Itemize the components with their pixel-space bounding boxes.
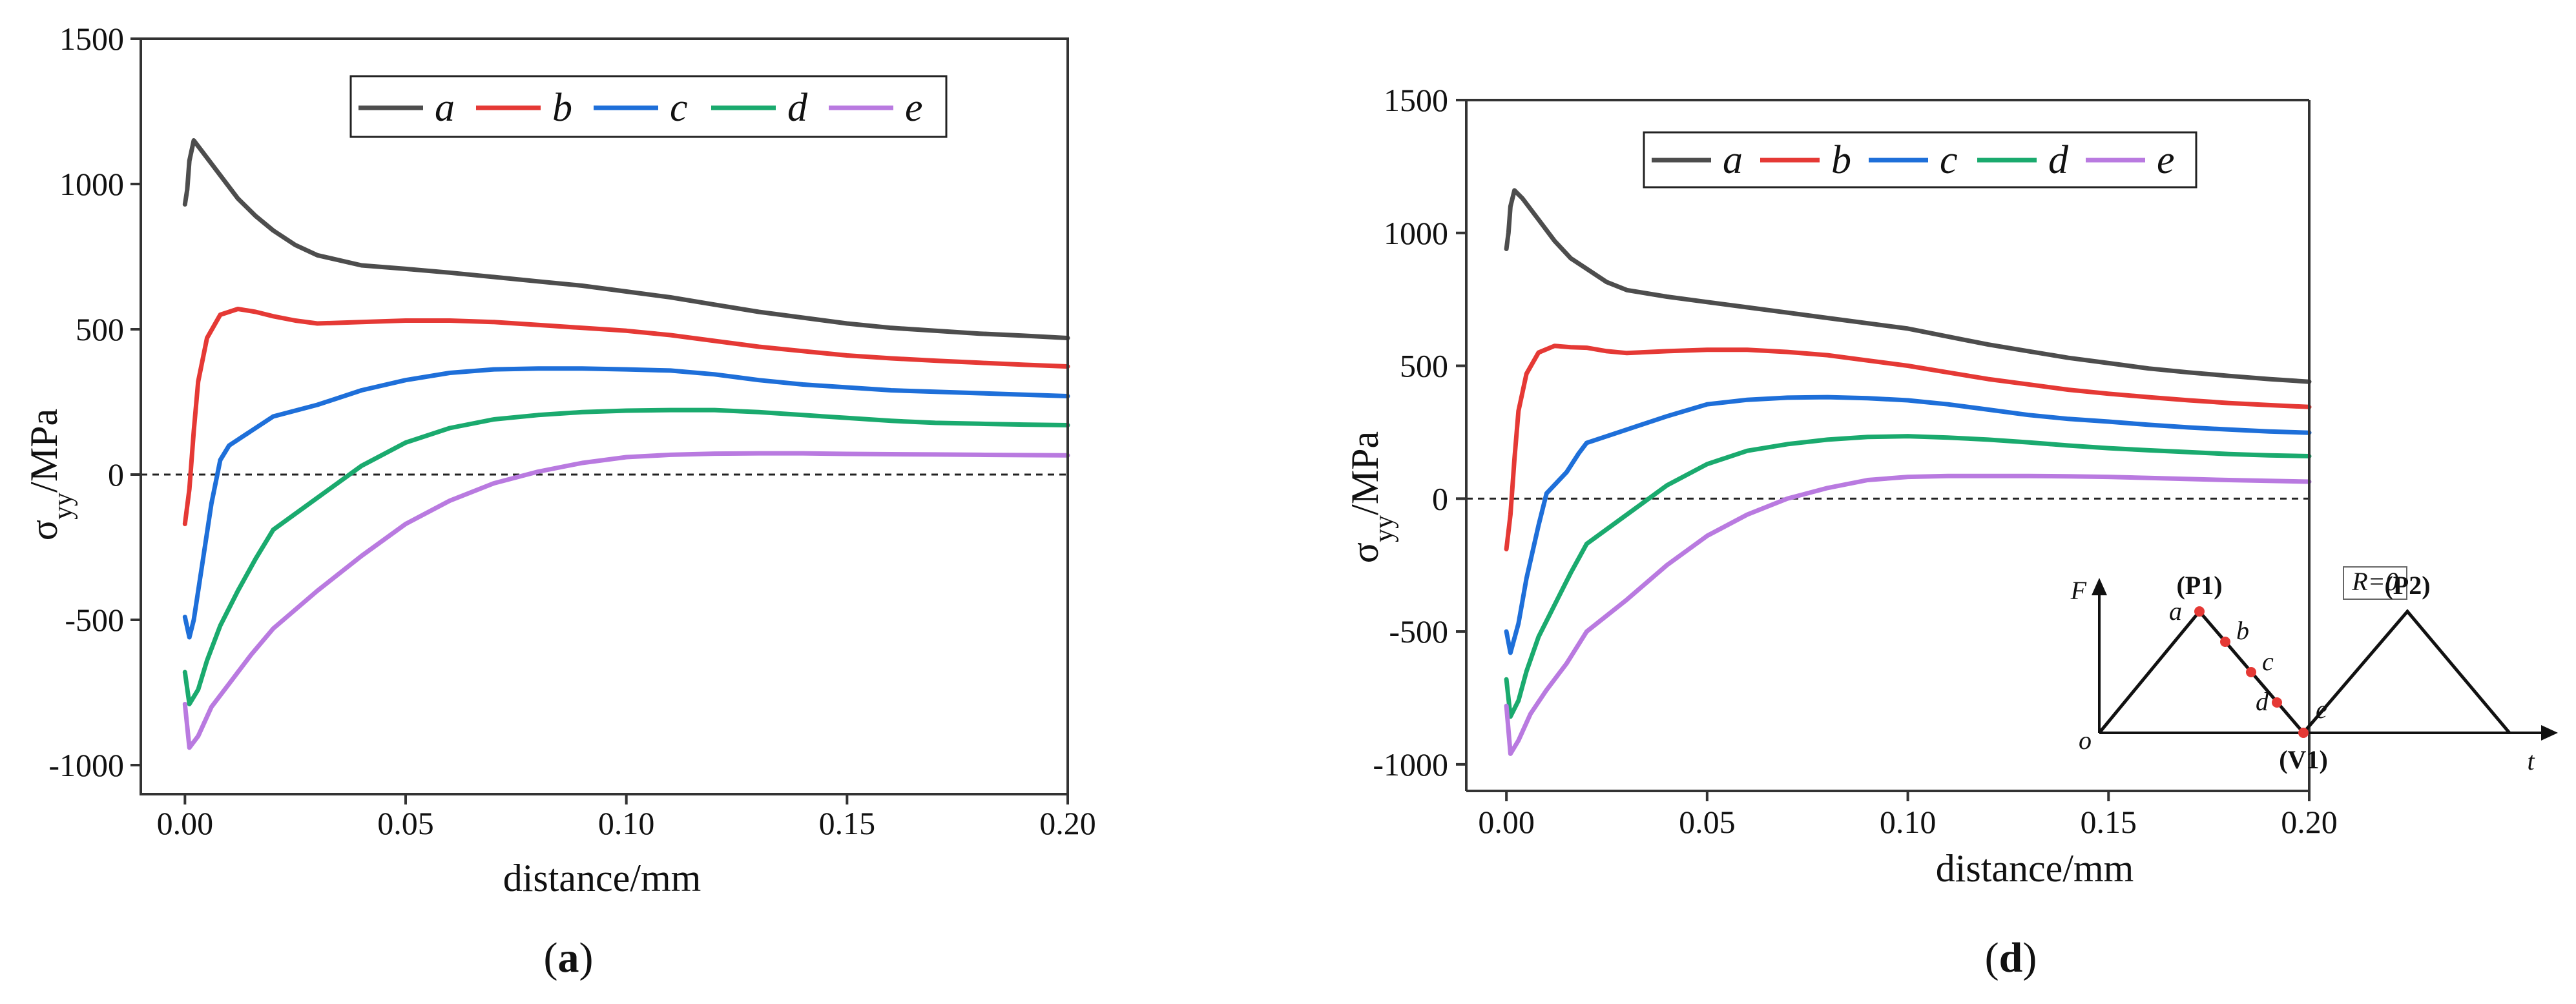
- inset-p1-label: (P1): [2176, 571, 2222, 600]
- pd-series-line-c: [1504, 394, 2312, 655]
- panel-a-x-ticks: 0.00 0.05 0.10 0.15 0.20: [157, 794, 1096, 841]
- inset-t-axis-arrow: [2541, 725, 2558, 741]
- pa-legend-label-e: e: [905, 86, 923, 130]
- load-cycle-inset: R=0 F o t (P1) (P2) (V1) a b c d e: [2070, 566, 2558, 775]
- pa-xtick-label: 0.00: [157, 805, 214, 841]
- pd-legend-label-c: c: [1940, 138, 1958, 182]
- inset-label-b: b: [2236, 616, 2249, 645]
- inset-f-axis-arrow: [2092, 578, 2107, 595]
- inset-label-d: d: [2256, 687, 2269, 716]
- pd-legend-label-e: e: [2157, 138, 2175, 182]
- inset-triangle-wave: [2098, 609, 2511, 735]
- inset-t-label: t: [2527, 746, 2535, 775]
- pa-ytick-label: 500: [76, 311, 124, 347]
- pa-xtick-label: 0.15: [819, 805, 876, 841]
- pd-ytick-label: 0: [1432, 480, 1448, 517]
- pd-legend-label-b: b: [1831, 138, 1851, 182]
- inset-r-label: R=0: [2351, 567, 2398, 596]
- inset-point-c: [2246, 667, 2256, 677]
- panel-d-caption: (d): [1985, 934, 2037, 981]
- pd-xtick-label: 0.15: [2081, 804, 2137, 840]
- pd-ytick-label: -1000: [1373, 746, 1448, 783]
- pd-ytick-label: 1500: [1384, 82, 1448, 118]
- inset-label-c: c: [2262, 647, 2274, 676]
- pd-ytick-label: 500: [1400, 348, 1448, 384]
- pa-legend-label-c: c: [670, 86, 688, 130]
- panel-d-y-axis-label: σyy/MPa: [1344, 431, 1399, 563]
- inset-r-box: [2343, 566, 2407, 600]
- pd-xtick-label: 0.00: [1478, 804, 1535, 840]
- pa-ytick-label: 1500: [59, 21, 124, 57]
- pd-ytick-label: -500: [1389, 613, 1448, 650]
- inset-point-a: [2194, 606, 2205, 617]
- pa-series-line-e: [182, 451, 1070, 750]
- panel-a-x-axis-label: distance/mm: [503, 857, 701, 899]
- pa-ytick-label: 0: [108, 456, 124, 493]
- inset-point-e: [2298, 728, 2309, 738]
- pd-series-line-d: [1504, 434, 2312, 719]
- inset-label-a: a: [2169, 597, 2182, 626]
- pa-xtick-label: 0.20: [1039, 805, 1096, 841]
- pd-series-line-e: [1504, 473, 2312, 756]
- panel-d-y-ticks: -1000 -500 0 500 1000 1500: [1373, 82, 1466, 783]
- pa-ytick-label: -500: [65, 602, 124, 638]
- pa-legend-label-b: b: [552, 86, 572, 130]
- panel-a-series-group: [182, 138, 1070, 750]
- inset-point-d: [2272, 697, 2282, 708]
- pa-series-line-b: [182, 307, 1070, 526]
- pa-xtick-label: 0.10: [598, 805, 655, 841]
- panel-d-series-group: [1504, 188, 2312, 756]
- pd-ytick-label: 1000: [1384, 215, 1448, 251]
- panel-d-plot-frame: [1465, 99, 2311, 792]
- pd-xtick-label: 0.05: [1679, 804, 1736, 840]
- panel-a-plot-frame: [140, 37, 1069, 795]
- pa-ytick-label: 1000: [59, 166, 124, 202]
- inset-p2-label: (P2): [2384, 571, 2430, 600]
- pd-series-line-b: [1504, 343, 2312, 551]
- inset-o-label: o: [2079, 726, 2092, 755]
- panel-d-x-axis-label: distance/mm: [1936, 847, 2134, 890]
- pd-xtick-label: 0.20: [2281, 804, 2338, 840]
- panel-d-legend: a b c d e: [1643, 131, 2197, 189]
- pd-legend-label-a: a: [1723, 138, 1743, 182]
- inset-f-label: F: [2070, 576, 2087, 605]
- inset-label-e: e: [2316, 695, 2327, 724]
- pd-xtick-label: 0.10: [1880, 804, 1937, 840]
- panel-a-y-ticks: -1000 -500 0 500 1000 1500: [48, 21, 141, 783]
- panel-a-chart: 0.00 0.05 0.10 0.15 0.20 -1000 -500 0 500 1000 15…: [23, 21, 1096, 981]
- panel-d-chart: 0.00 0.05 0.10 0.15 0.20 -1000 -500 0 500 1000 15…: [1344, 82, 2558, 981]
- pa-series-line-d: [182, 407, 1070, 706]
- pd-legend-label-d: d: [2048, 138, 2069, 182]
- pa-xtick-label: 0.05: [377, 805, 434, 841]
- panel-d-x-ticks: 0.00 0.05 0.10 0.15 0.20: [1478, 791, 2338, 840]
- panel-a-y-axis-label: σyy/MPa: [23, 409, 78, 540]
- pd-series-line-a: [1504, 188, 2312, 384]
- inset-v1-label: (V1): [2279, 745, 2328, 774]
- panel-a-legend: a b c d e: [349, 75, 948, 138]
- pa-legend-label-a: a: [435, 86, 455, 130]
- pa-series-line-c: [182, 366, 1070, 640]
- pa-series-line-a: [182, 138, 1070, 340]
- inset-point-b: [2220, 637, 2230, 647]
- panel-a-caption: (a): [544, 934, 594, 981]
- pa-legend-label-d: d: [787, 86, 808, 130]
- pa-ytick-label: -1000: [48, 747, 124, 783]
